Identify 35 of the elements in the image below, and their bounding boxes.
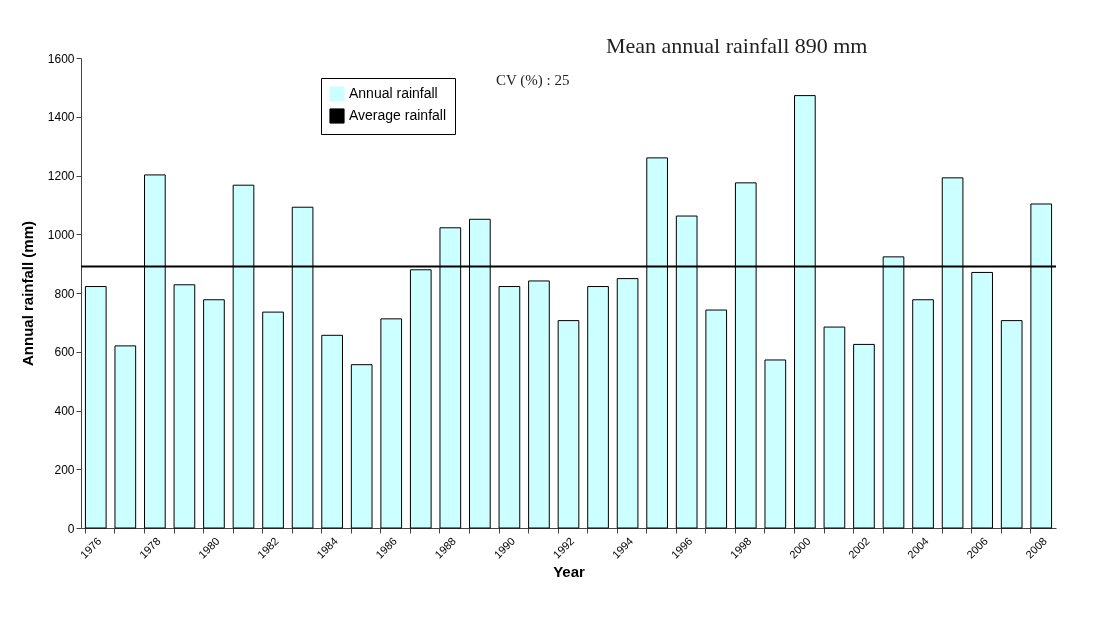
legend-label: Annual rainfall	[349, 85, 438, 101]
bar	[321, 334, 343, 529]
bar	[498, 286, 521, 529]
bar	[971, 271, 993, 529]
bar	[1000, 320, 1023, 529]
bar	[350, 364, 373, 529]
bar	[84, 286, 107, 529]
y-tick-label: 1600	[47, 51, 75, 66]
y-tick-label: 600	[54, 345, 75, 360]
y-tick-label: 200	[54, 462, 75, 477]
bar	[616, 278, 639, 529]
bar	[764, 359, 787, 529]
legend-label: Average rainfall	[349, 107, 447, 123]
bar	[380, 318, 403, 529]
bar	[262, 311, 284, 529]
bar	[912, 299, 934, 529]
bar	[114, 345, 137, 529]
y-tick-label: 800	[54, 286, 75, 301]
y-axis-title: Annual rainfall (mm)	[18, 220, 36, 367]
bar	[853, 343, 875, 529]
y-tick-label: 1400	[47, 110, 75, 125]
annotation: CV (%) : 25	[496, 72, 570, 89]
bar	[557, 320, 580, 529]
bar	[705, 309, 728, 529]
bar	[528, 280, 550, 529]
y-tick-label: 400	[54, 404, 75, 418]
bar	[587, 286, 609, 529]
x-axis-title: Year	[553, 562, 586, 580]
y-tick-label: 1000	[47, 227, 75, 242]
bar	[173, 284, 196, 529]
bar	[823, 326, 846, 529]
bar	[203, 299, 225, 529]
y-tick-label: 0	[67, 521, 75, 536]
y-tick-label: 1200	[47, 169, 75, 183]
text: Mean annual rainfall 890 mm	[606, 33, 868, 58]
